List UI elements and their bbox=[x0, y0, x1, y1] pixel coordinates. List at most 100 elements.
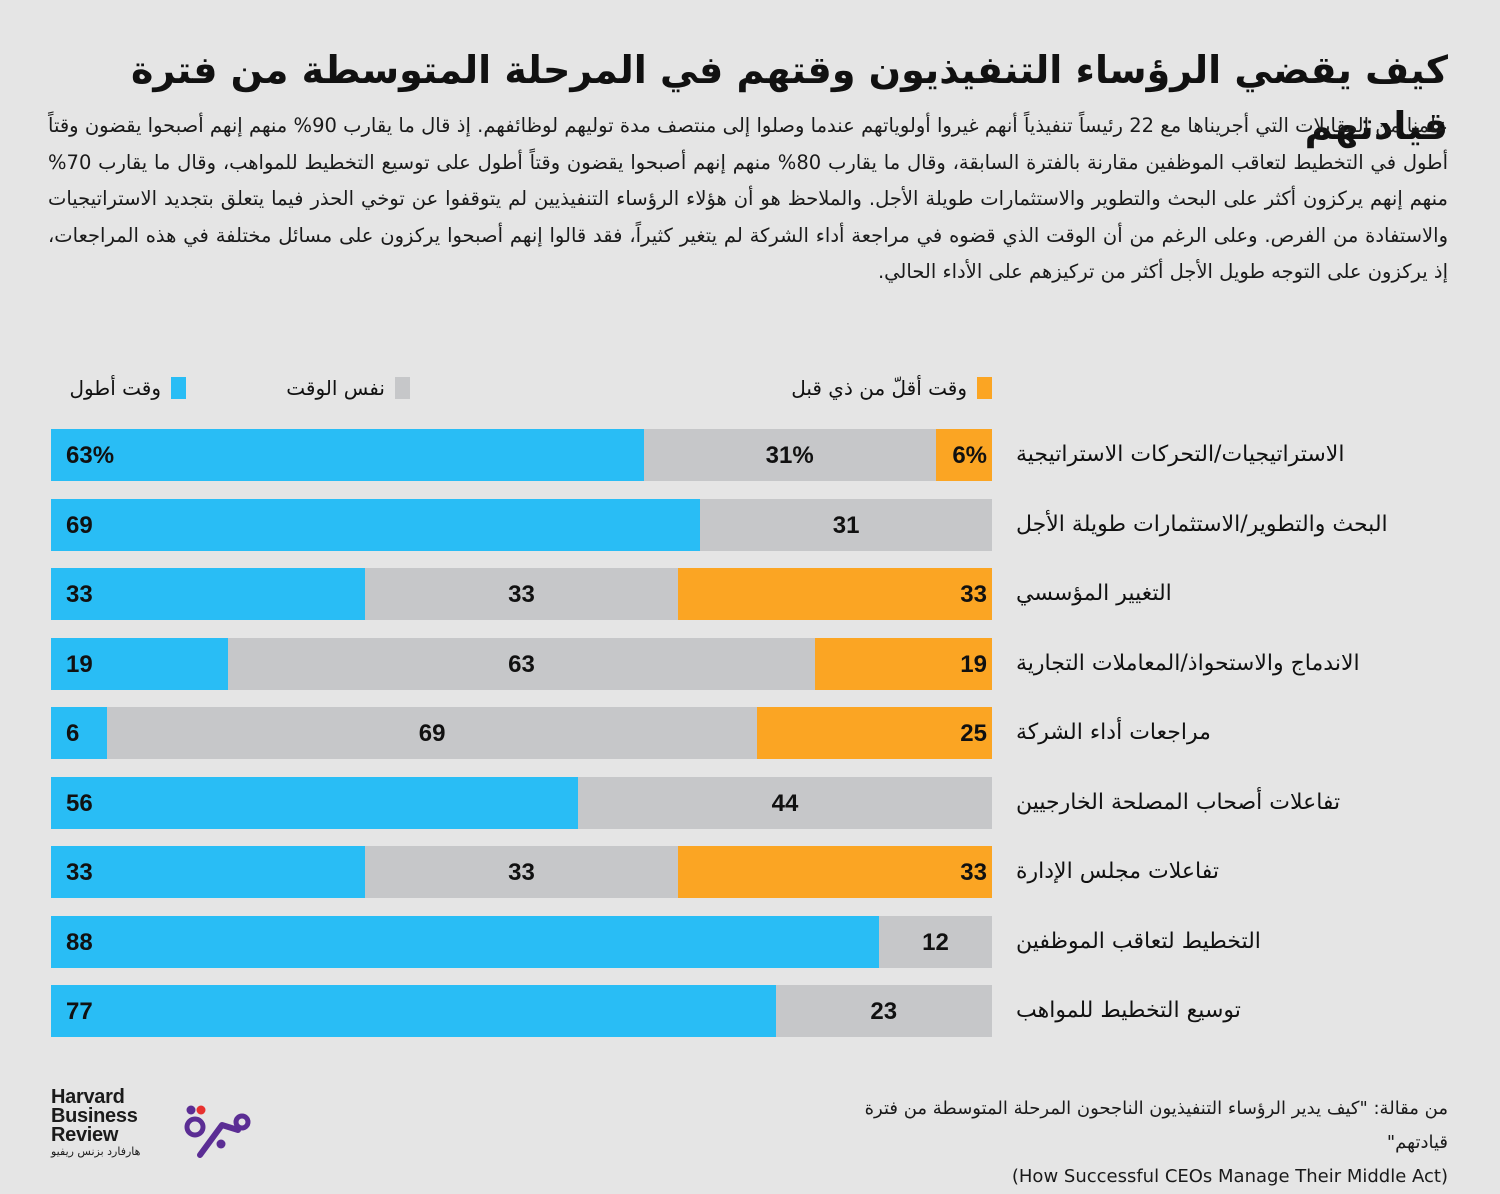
majarra-dot-red bbox=[196, 1105, 206, 1115]
legend-item-same: نفس الوقت bbox=[286, 372, 410, 404]
value-label-more: 33 bbox=[66, 581, 93, 608]
category-label: تفاعلات مجلس الإدارة bbox=[1016, 859, 1219, 884]
value-label-same: 33 bbox=[508, 859, 535, 886]
category-label: التخطيط لتعاقب الموظفين bbox=[1016, 928, 1261, 954]
bar-segment-less bbox=[678, 568, 992, 620]
bar-segment-less bbox=[814, 637, 992, 690]
legend-item-more: وقت أطول bbox=[69, 372, 186, 404]
value-label-same: 31% bbox=[765, 442, 814, 469]
bar-track: 33 33 33 bbox=[51, 568, 992, 620]
value-label-same: 44 bbox=[771, 789, 799, 817]
majarra-stroke bbox=[197, 1122, 241, 1158]
hbr-logo-line2: Business bbox=[51, 1105, 138, 1127]
bar-track: 6 69 25 bbox=[51, 707, 992, 759]
bar-track: 88 12 bbox=[51, 915, 992, 968]
bar-segment-same bbox=[107, 707, 757, 759]
category-label: تفاعلات أصحاب المصلحة الخارجيين bbox=[1016, 789, 1341, 815]
bar-row: 56 44 تفاعلات أصحاب المصلحة الخارجيين bbox=[0, 776, 1500, 829]
source-english: (How Successful CEOs Manage Their Middle… bbox=[1011, 1166, 1448, 1187]
bar-segment-more bbox=[51, 637, 229, 690]
majarra-logo-icon bbox=[184, 1105, 251, 1158]
bar-row: 77 23 توسيع التخطيط للمواهب bbox=[0, 985, 1500, 1037]
bar-segment-less bbox=[935, 429, 992, 481]
hbr-logo-arabic: هارفارد بزنس ريفيو bbox=[51, 1145, 141, 1158]
value-label-more: 69 bbox=[66, 511, 93, 539]
value-label-more: 19 bbox=[66, 650, 93, 678]
bar-segment-less bbox=[756, 707, 992, 759]
value-label-less: 33 bbox=[960, 581, 987, 608]
source-citation: من مقالة: "كيف يدير الرؤساء التنفيذيون ا… bbox=[848, 1092, 1448, 1194]
bar-row: 33 33 33 تفاعلات مجلس الإدارة bbox=[0, 846, 1500, 898]
bar-segment-same bbox=[228, 637, 815, 690]
value-label-same: 12 bbox=[922, 928, 949, 956]
legend-label-more: وقت أطول bbox=[69, 376, 161, 400]
category-label: توسيع التخطيط للمواهب bbox=[1016, 998, 1241, 1023]
value-label-less: 33 bbox=[960, 859, 987, 886]
legend-swatch-same bbox=[395, 377, 410, 399]
value-label-less: 6% bbox=[952, 442, 987, 469]
bar-segment-same bbox=[643, 429, 936, 481]
bar-segment-same bbox=[364, 846, 679, 898]
bar-segment-more bbox=[51, 846, 365, 898]
value-label-same: 33 bbox=[508, 581, 535, 608]
source-arabic: من مقالة: "كيف يدير الرؤساء التنفيذيون ا… bbox=[864, 1098, 1448, 1153]
value-label-less: 19 bbox=[960, 650, 987, 678]
bar-track: 77 23 bbox=[51, 985, 992, 1037]
value-label-less: 25 bbox=[960, 720, 987, 747]
bar-row: 69 31 البحث والتطوير/الاستثمارات طويلة الأ… bbox=[0, 498, 1500, 551]
chart-title: كيف يقضي الرؤساء التنفيذيون وقتهم في الم… bbox=[130, 48, 1449, 148]
bar-track: 63% 31% 6% bbox=[51, 429, 992, 481]
category-label: البحث والتطوير/الاستثمارات طويلة الأجل bbox=[1016, 511, 1388, 537]
bar-row: 6 69 25 مراجعات أداء الشركة bbox=[0, 707, 1500, 759]
bar-row: 88 12 التخطيط لتعاقب الموظفين bbox=[0, 915, 1500, 968]
bar-row: 63% 31% 6% الاستراتيجيات/التحركات الاستراتي… bbox=[0, 429, 1500, 481]
bar-row: 33 33 33 التغيير المؤسسي bbox=[0, 568, 1500, 620]
majarra-dot-bottom bbox=[216, 1139, 226, 1149]
value-label-same: 23 bbox=[870, 998, 898, 1025]
legend-swatch-less bbox=[977, 377, 992, 399]
legend-label-less: وقت أقلّ من ذي قبل bbox=[791, 376, 967, 400]
value-label-more: 56 bbox=[66, 789, 93, 817]
value-label-same: 63 bbox=[508, 650, 535, 678]
bar-segment-same bbox=[775, 985, 992, 1037]
value-label-same: 31 bbox=[832, 511, 860, 539]
majarra-ring bbox=[184, 1116, 206, 1138]
hbr-logo-line1: Harvard bbox=[51, 1086, 125, 1108]
legend: وقت أقلّ من ذي قبل نفس الوقت وقت أطول bbox=[50, 372, 992, 404]
bar-segment-more bbox=[51, 429, 644, 481]
hbr-logo: Harvard Business Review هارفارد بزنس ريف… bbox=[51, 1086, 141, 1159]
category-label: الاندماج والاستحواذ/المعاملات التجارية bbox=[1016, 650, 1360, 676]
bar-segment-same bbox=[700, 498, 992, 551]
bar-segment-more bbox=[51, 568, 365, 620]
bar-segment-more bbox=[51, 707, 108, 759]
bar-segment-more bbox=[51, 776, 578, 829]
bar-track: 69 31 bbox=[51, 498, 992, 551]
hbr-logo-line3: Review bbox=[51, 1124, 119, 1146]
category-label: مراجعات أداء الشركة bbox=[1016, 720, 1211, 745]
bar-segment-same bbox=[879, 915, 992, 968]
bar-track: 19 63 19 bbox=[51, 637, 992, 690]
bar-segment-more bbox=[51, 915, 880, 968]
bar-row: 19 63 19 الاندماج والاستحواذ/المعاملات التج… bbox=[0, 637, 1500, 690]
bar-segment-same bbox=[364, 568, 679, 620]
value-label-more: 33 bbox=[66, 859, 93, 886]
bar-track: 33 33 33 bbox=[51, 846, 992, 898]
value-label-more: 77 bbox=[66, 998, 93, 1025]
value-label-more: 6 bbox=[66, 720, 80, 747]
bar-segment-same bbox=[577, 776, 992, 829]
value-label-more: 63% bbox=[66, 442, 115, 469]
majarra-dot-purple bbox=[186, 1105, 196, 1115]
intro-paragraph: علمنا من المقابلات التي أجريناها مع 22 ر… bbox=[48, 114, 1448, 283]
category-label: التغيير المؤسسي bbox=[1016, 581, 1172, 606]
category-label: الاستراتيجيات/التحركات الاستراتيجية bbox=[1016, 442, 1345, 467]
legend-swatch-more bbox=[171, 377, 186, 399]
bar-segment-more bbox=[51, 498, 701, 551]
legend-item-less: وقت أقلّ من ذي قبل bbox=[791, 372, 992, 404]
value-label-more: 88 bbox=[66, 928, 93, 956]
bar-segment-less bbox=[678, 846, 992, 898]
bar-track: 56 44 bbox=[51, 776, 992, 829]
majarra-loop bbox=[233, 1113, 251, 1131]
legend-label-same: نفس الوقت bbox=[286, 376, 385, 400]
value-label-same: 69 bbox=[418, 720, 446, 747]
